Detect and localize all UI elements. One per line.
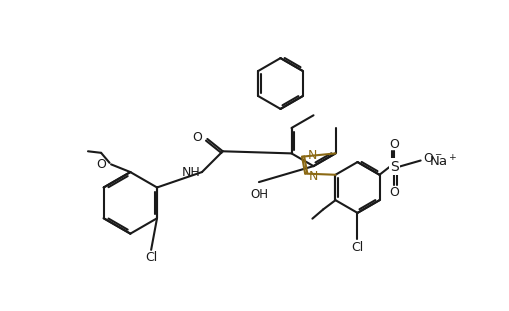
Text: NH: NH bbox=[182, 165, 201, 179]
Text: Cl: Cl bbox=[351, 241, 363, 253]
Text: N: N bbox=[307, 149, 317, 162]
Text: O: O bbox=[389, 186, 400, 199]
Text: Na$^+$: Na$^+$ bbox=[430, 154, 458, 170]
Text: Cl: Cl bbox=[145, 251, 157, 264]
Text: OH: OH bbox=[250, 188, 268, 201]
Text: O$^-$: O$^-$ bbox=[423, 152, 443, 165]
Text: O: O bbox=[192, 131, 202, 144]
Text: O: O bbox=[389, 137, 400, 151]
Text: O: O bbox=[97, 158, 106, 171]
Text: S: S bbox=[390, 160, 399, 174]
Text: N: N bbox=[309, 170, 318, 183]
